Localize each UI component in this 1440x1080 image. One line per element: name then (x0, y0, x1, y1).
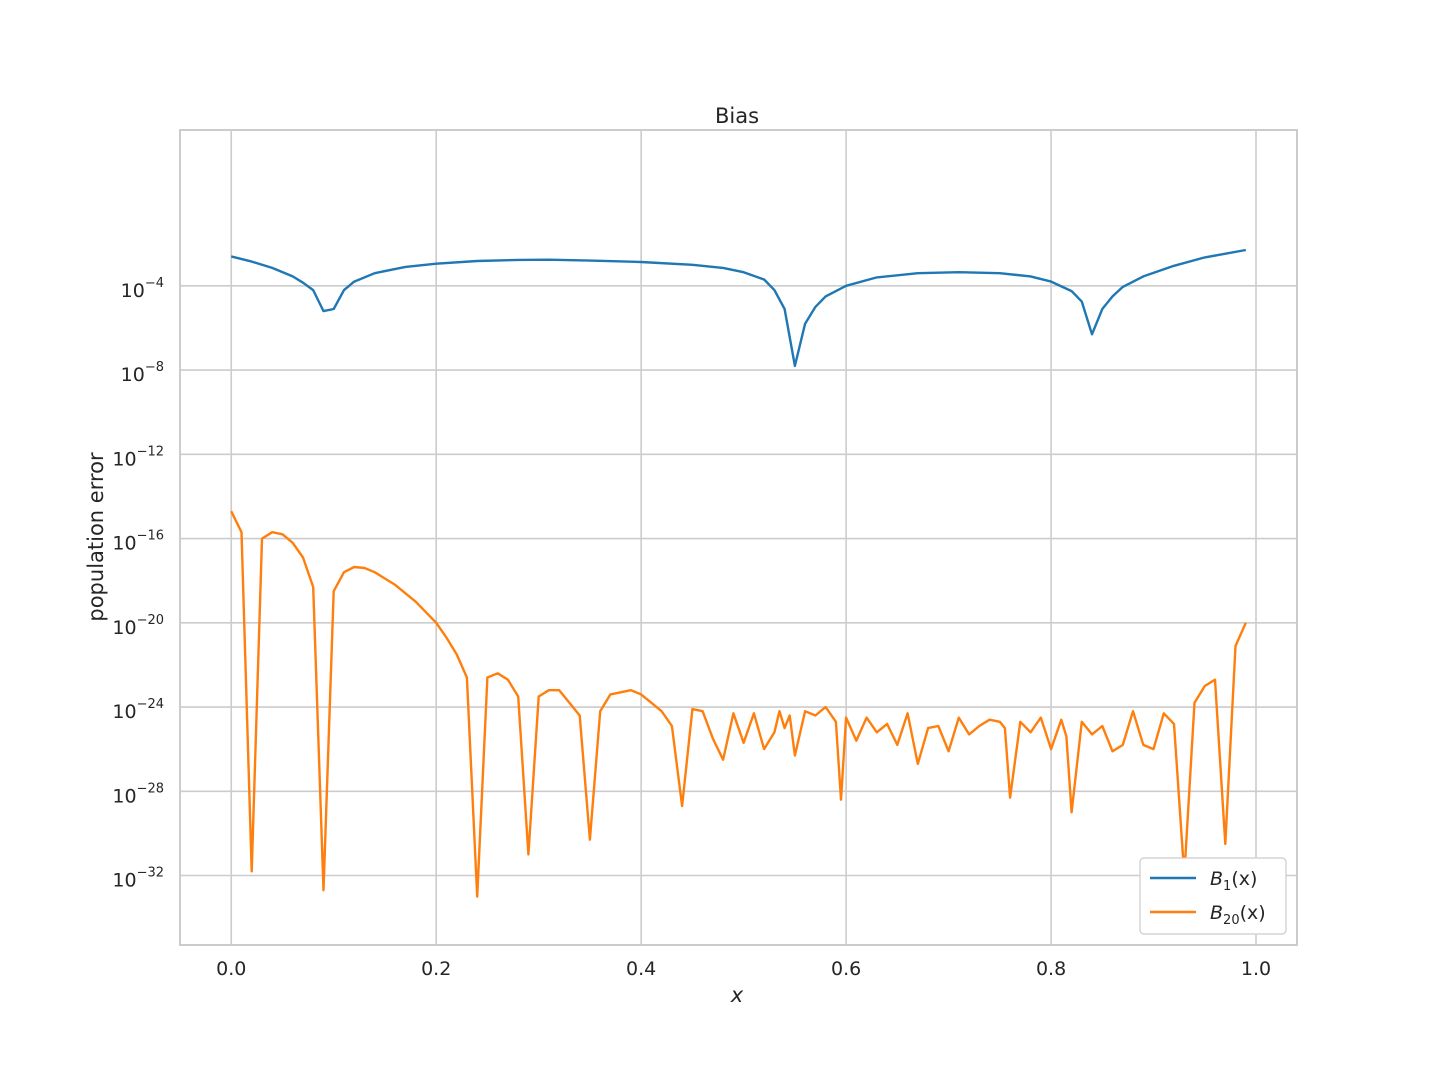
legend: B1(x) B20(x) (1139, 857, 1287, 935)
y-tick-label: 10−16 (112, 529, 164, 555)
plot-frame (179, 129, 1298, 946)
y-tick-label: 10−12 (112, 444, 164, 470)
x-axis-ticks: 0.0 0.2 0.4 0.6 0.8 1.0 (216, 958, 1271, 980)
grid (180, 130, 1297, 945)
y-axis-ticks: 10−4 10−8 10−12 10−16 10−20 10−24 10−28 10−32 (112, 276, 164, 892)
y-tick-label: 10−8 (121, 360, 164, 386)
y-tick-label: 10−4 (121, 276, 164, 302)
x-tick-label: 1.0 (1241, 958, 1271, 980)
x-tick-label: 0.2 (421, 958, 451, 980)
y-tick-label: 10−20 (112, 613, 164, 639)
y-axis-title: population error (84, 452, 108, 622)
legend-label: B20(x) (1210, 902, 1266, 928)
series-line-1 (230, 248, 1247, 368)
chart-title: Bias (715, 104, 759, 128)
y-tick-label: 10−32 (112, 866, 164, 892)
series-line-2 (230, 510, 1247, 898)
series-lines (230, 248, 1247, 898)
x-tick-label: 0.0 (216, 958, 246, 980)
y-tick-label: 10−28 (112, 781, 164, 807)
x-tick-label: 0.8 (1036, 958, 1066, 980)
legend-label: B1(x) (1210, 868, 1257, 894)
x-tick-label: 0.4 (626, 958, 656, 980)
x-tick-label: 0.6 (831, 958, 861, 980)
x-axis-title: x (730, 983, 744, 1007)
y-tick-label: 10−24 (112, 697, 164, 723)
